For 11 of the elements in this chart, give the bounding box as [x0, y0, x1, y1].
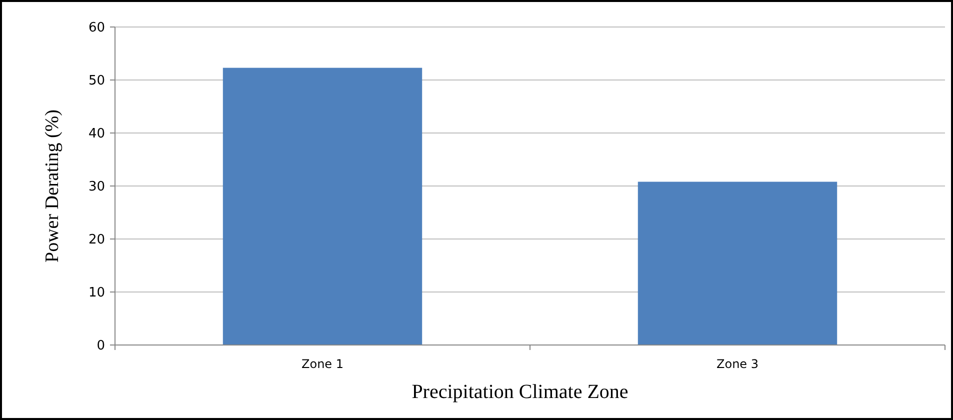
y-tick-label: 60 [88, 20, 105, 36]
y-axis-title: Power Derating (%) [42, 109, 63, 263]
x-axis-title: Precipitation Climate Zone [412, 381, 628, 403]
y-tick-label: 10 [88, 286, 105, 301]
y-tick-label: 20 [88, 232, 105, 248]
x-tick-label: Zone 1 [302, 357, 344, 371]
y-tick-label: 40 [88, 126, 105, 142]
y-tick-label: 30 [88, 180, 105, 195]
y-tick-label: 50 [88, 74, 105, 89]
x-tick-label: Zone 3 [716, 357, 758, 371]
y-tick-label: 0 [96, 338, 105, 354]
